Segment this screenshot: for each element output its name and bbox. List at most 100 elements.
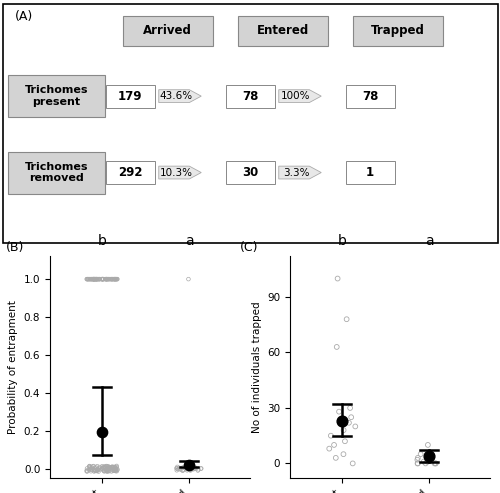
Text: a: a	[185, 234, 194, 248]
Point	[94, 275, 102, 283]
Point	[96, 275, 104, 283]
Point	[338, 417, 346, 425]
Point	[100, 464, 108, 472]
Point	[103, 467, 111, 475]
Point	[112, 467, 120, 475]
Point	[332, 454, 340, 462]
Point	[98, 275, 106, 283]
Point	[92, 467, 100, 475]
Point	[86, 275, 94, 283]
Point	[98, 464, 106, 472]
Point	[326, 445, 334, 453]
Point	[93, 462, 101, 470]
Point	[87, 465, 95, 473]
Point	[98, 275, 106, 283]
Point	[180, 466, 188, 474]
Point	[104, 275, 112, 283]
Point	[345, 419, 353, 427]
FancyBboxPatch shape	[106, 161, 154, 184]
Point	[109, 463, 117, 471]
Point	[90, 275, 98, 283]
Point	[90, 275, 98, 283]
Point	[108, 463, 116, 471]
Point	[103, 467, 111, 475]
Point	[190, 465, 198, 473]
Text: 179: 179	[118, 90, 142, 103]
Point	[188, 464, 196, 472]
Point	[100, 467, 108, 475]
Point	[104, 275, 112, 283]
Text: (C): (C)	[240, 241, 258, 254]
Point	[88, 275, 96, 283]
Point	[113, 467, 121, 475]
Point	[432, 459, 440, 467]
Point	[100, 467, 108, 475]
Point	[83, 275, 91, 283]
Point	[84, 275, 92, 283]
Point	[85, 466, 93, 474]
Point	[86, 463, 94, 471]
Polygon shape	[159, 90, 202, 103]
Point	[102, 275, 110, 283]
Point	[108, 465, 116, 473]
Text: Arrived: Arrived	[143, 24, 192, 37]
Point	[414, 459, 422, 467]
Point	[92, 275, 100, 283]
Point	[102, 467, 110, 475]
Point	[112, 466, 120, 474]
Point	[190, 463, 198, 471]
Point	[108, 275, 116, 283]
Point	[90, 275, 98, 283]
Point	[94, 465, 102, 473]
Point	[111, 463, 119, 471]
Text: 30: 30	[242, 166, 258, 179]
Point	[420, 458, 428, 465]
Point	[104, 467, 112, 475]
Point	[430, 459, 438, 467]
Text: 100%: 100%	[281, 91, 311, 101]
Point	[175, 464, 183, 472]
Text: 78: 78	[242, 90, 258, 103]
Text: (A): (A)	[15, 10, 33, 23]
Point	[112, 275, 120, 283]
Point	[414, 456, 422, 463]
Point	[335, 408, 343, 416]
Point	[108, 275, 116, 283]
Point	[82, 275, 90, 283]
Point	[113, 465, 121, 473]
Point	[352, 423, 360, 430]
Point	[112, 463, 120, 471]
Point	[425, 452, 433, 460]
Point	[94, 466, 102, 474]
Point	[90, 275, 98, 283]
Point	[102, 466, 110, 474]
Point	[110, 466, 118, 474]
Point	[102, 462, 110, 470]
Point	[197, 464, 205, 472]
Point	[110, 463, 118, 471]
Point	[100, 463, 108, 471]
FancyBboxPatch shape	[352, 16, 442, 46]
Point	[88, 462, 96, 470]
Point	[414, 454, 422, 462]
Point	[88, 465, 96, 473]
Point	[108, 463, 116, 471]
Text: 292: 292	[118, 166, 142, 179]
Point	[94, 275, 102, 283]
Point	[105, 464, 113, 472]
Point	[423, 458, 431, 465]
FancyBboxPatch shape	[106, 85, 154, 107]
Point	[106, 275, 114, 283]
Point	[109, 463, 117, 471]
Point	[92, 463, 100, 471]
Point	[90, 275, 98, 283]
Point	[93, 275, 101, 283]
Y-axis label: No of individuals trapped: No of individuals trapped	[252, 302, 262, 433]
Point	[340, 450, 347, 458]
Point	[341, 437, 349, 445]
Point	[84, 275, 92, 283]
Polygon shape	[159, 166, 202, 179]
Text: 1: 1	[366, 166, 374, 179]
Point	[114, 275, 122, 283]
Point	[110, 275, 118, 283]
